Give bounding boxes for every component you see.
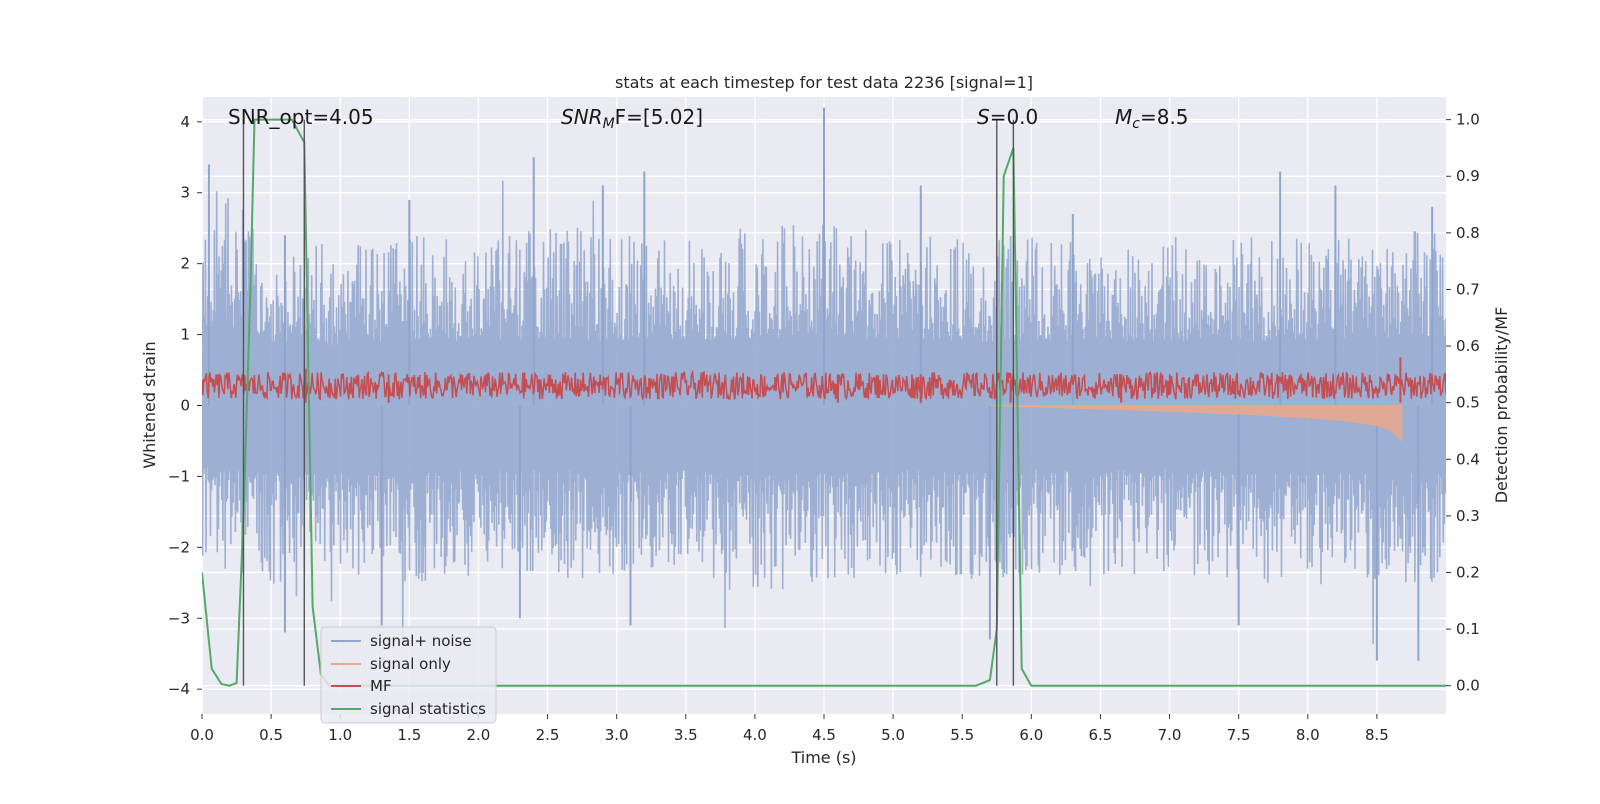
y-left-tick-label: 1: [180, 326, 190, 344]
x-tick-label: 7.5: [1227, 726, 1251, 744]
x-tick-label: 6.0: [1019, 726, 1043, 744]
y-right-tick-label: 0.8: [1456, 224, 1480, 242]
x-tick-label: 2.5: [536, 726, 560, 744]
y-right-tick-label: 0.9: [1456, 167, 1480, 185]
y-axis-label-left: Whitened strain: [140, 341, 159, 468]
x-tick-label: 8.0: [1296, 726, 1320, 744]
legend-label-signal-noise: signal+ noise: [370, 632, 472, 650]
annotation-snr-mf-value: F=[5.02]: [615, 105, 703, 129]
legend-label-signal-only: signal only: [370, 655, 451, 673]
y-right-tick-label: 0.5: [1456, 394, 1480, 412]
annotation-snr-opt: SNR_opt=4.05: [228, 105, 374, 129]
annotation-snr-mf: SNRMF=[5.02]: [561, 105, 703, 132]
chart-title: stats at each timestep for test data 223…: [615, 73, 1033, 92]
y-left-tick-label: 3: [180, 184, 190, 202]
y-left-tick-label: −1: [168, 467, 190, 485]
y-left-tick-label: −4: [168, 680, 190, 698]
x-tick-label: 7.0: [1158, 726, 1182, 744]
y-right-tick-label: 0.3: [1456, 507, 1480, 525]
y-right-tick-label: 0.4: [1456, 450, 1480, 468]
x-tick-label: 8.5: [1365, 726, 1389, 744]
tick-layer: 0.0 0.5 1.0 1.5 2.0 2.5 3.0 3.5 4.0 4.5 5.0 5.5 6.0 6…: [168, 111, 1480, 744]
y-right-tick-label: 0.0: [1456, 677, 1480, 695]
annotation-s-value: =0.0: [990, 105, 1039, 129]
legend-box: [320, 626, 497, 724]
y-right-tick-label: 0.7: [1456, 280, 1480, 298]
y-left-tick-label: 2: [180, 255, 190, 273]
annotation-snr-mf-symbol: SNR: [561, 105, 603, 129]
annotation-s-symbol: S: [977, 105, 990, 129]
annotation-mc-symbol: M: [1115, 105, 1132, 129]
x-axis-label: Time (s): [790, 748, 856, 767]
series-signal-only-area: [989, 405, 1403, 443]
annotation-s: S=0.0: [977, 105, 1038, 129]
legend-label-signal-statistics: signal statistics: [370, 700, 486, 718]
x-tick-label: 2.0: [467, 726, 491, 744]
annotation-mc-subscript: c: [1132, 116, 1140, 132]
y-axis-label-right: Detection probability/MF: [1492, 307, 1511, 504]
x-tick-label: 6.5: [1089, 726, 1113, 744]
vertical-marker-layer: [242, 119, 1015, 686]
x-tick-label: 1.5: [397, 726, 421, 744]
annotation-mc: Mc=8.5: [1115, 105, 1189, 132]
x-tick-label: 5.0: [881, 726, 905, 744]
series-mf-line: [202, 369, 1446, 401]
x-tick-label: 0.5: [259, 726, 283, 744]
y-left-tick-label: −3: [168, 609, 190, 627]
y-right-tick-label: 0.6: [1456, 337, 1480, 355]
x-tick-label: 4.5: [812, 726, 836, 744]
x-tick-label: 1.0: [328, 726, 352, 744]
annotation-snr-mf-subscript: M: [603, 116, 615, 132]
x-tick-label: 3.5: [674, 726, 698, 744]
y-left-tick-label: −2: [168, 538, 190, 556]
y-right-tick-label: 1.0: [1456, 111, 1480, 129]
y-right-tick-label: 0.2: [1456, 563, 1480, 581]
legend: signal+ noise signal only MF signal stat…: [320, 626, 497, 724]
y-right-tick-label: 0.1: [1456, 620, 1480, 638]
x-tick-label: 3.0: [605, 726, 629, 744]
y-left-tick-label: 0: [180, 397, 190, 415]
y-left-tick-label: 4: [180, 113, 190, 131]
x-tick-label: 0.0: [190, 726, 214, 744]
x-tick-label: 5.5: [950, 726, 974, 744]
legend-label-mf: MF: [370, 677, 392, 695]
annotation-mc-value: =8.5: [1140, 105, 1189, 129]
x-tick-label: 4.0: [743, 726, 767, 744]
